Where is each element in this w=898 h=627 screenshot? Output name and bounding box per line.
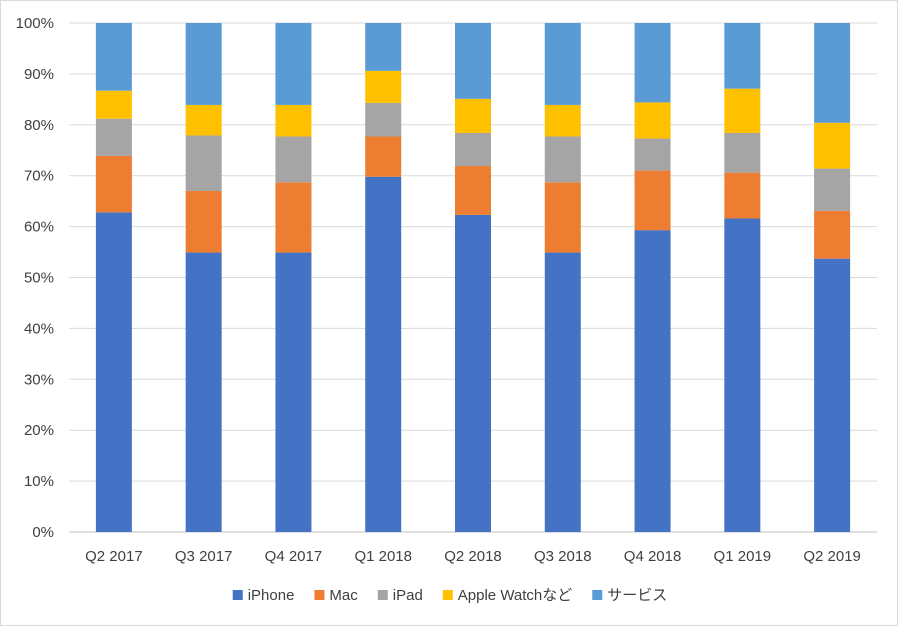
bar-segment <box>365 176 402 532</box>
legend-label: iPad <box>393 587 423 604</box>
legend-item: Apple Watchなど <box>442 587 572 604</box>
x-tick-label: Q3 2018 <box>534 548 592 565</box>
bar-segment <box>185 135 222 191</box>
bar-segment <box>275 252 312 532</box>
bar-segment <box>275 136 312 183</box>
y-tick-label: 80% <box>24 117 54 134</box>
bar-segment <box>634 102 671 139</box>
legend-swatch <box>314 590 325 600</box>
bar-segment <box>365 102 402 137</box>
y-tick-label: 30% <box>24 371 54 388</box>
x-tick-label: Q1 2019 <box>714 548 772 565</box>
bar-segment <box>455 132 491 167</box>
legend-swatch <box>442 590 453 600</box>
legend-swatch <box>592 590 603 600</box>
bar-segment <box>544 182 581 253</box>
x-tick-label: Q4 2018 <box>624 548 682 565</box>
bar-segment <box>455 214 491 532</box>
bar-segment <box>634 170 671 231</box>
bar-segment <box>185 252 222 532</box>
bar-segment <box>275 23 312 105</box>
bar-segment <box>275 182 312 253</box>
bar-segment <box>544 252 581 532</box>
legend-swatch <box>232 590 243 600</box>
bar-segment <box>814 122 851 169</box>
y-tick-label: 90% <box>24 66 54 83</box>
bar-segment <box>724 172 761 219</box>
bar-segment <box>814 210 851 259</box>
bar-segment <box>95 90 132 119</box>
legend-label: サービス <box>607 587 667 604</box>
bar-segment <box>634 230 671 532</box>
bar-segment <box>634 23 671 103</box>
bar-segment <box>185 104 222 136</box>
bar-segment <box>724 23 761 89</box>
bar-segment <box>455 98 491 133</box>
bar-segment <box>544 104 581 137</box>
bar-segment <box>724 88 761 133</box>
bar-segment <box>275 104 312 137</box>
x-tick-label: Q2 2019 <box>803 548 861 565</box>
legend-item: サービス <box>592 587 667 604</box>
y-tick-label: 100% <box>16 15 54 32</box>
y-tick-label: 20% <box>24 422 54 439</box>
bar-segment <box>455 166 491 215</box>
legend-label: Mac <box>329 587 358 604</box>
x-tick-label: Q4 2017 <box>265 548 323 565</box>
y-tick-label: 10% <box>24 473 54 490</box>
legend-item: iPhone <box>232 587 295 604</box>
x-tick-label: Q2 2018 <box>444 548 502 565</box>
bar-segment <box>724 132 761 173</box>
y-tick-label: 60% <box>24 219 54 236</box>
legend-swatch <box>377 590 388 600</box>
bar-segment <box>365 70 402 103</box>
bar-segment <box>185 190 222 253</box>
bar-segment <box>185 23 222 105</box>
bar-segment <box>544 23 581 105</box>
y-tick-label: 0% <box>32 524 54 541</box>
bar-segment <box>95 118 132 156</box>
x-tick-label: Q2 2017 <box>85 548 143 565</box>
bar-segment <box>544 136 581 183</box>
y-tick-label: 50% <box>24 270 54 287</box>
bar-segment <box>95 155 132 213</box>
bar-segment <box>724 218 761 532</box>
y-tick-label: 40% <box>24 320 54 337</box>
bars <box>95 23 851 532</box>
x-tick-label: Q3 2017 <box>175 548 233 565</box>
bar-segment <box>634 138 671 171</box>
bar-segment <box>814 258 851 532</box>
bar-segment <box>365 136 402 177</box>
x-tick-label: Q1 2018 <box>354 548 412 565</box>
bar-segment <box>95 23 132 91</box>
legend-label: iPhone <box>248 587 295 604</box>
legend-label: Apple Watchなど <box>458 587 572 604</box>
bar-segment <box>365 23 402 71</box>
bar-segment <box>814 168 851 211</box>
legend-item: Mac <box>314 587 358 604</box>
axes: 0% 10% 20% 30% 40% 50% 60% 70% 80% 90% 100% Q2 2017… <box>16 15 861 565</box>
legend: iPhone Mac iPad Apple Watchなど サービス <box>232 587 667 604</box>
bar-segment <box>455 23 491 99</box>
y-tick-label: 70% <box>24 168 54 185</box>
bar-segment <box>814 23 851 123</box>
legend-item: iPad <box>377 587 423 604</box>
bar-segment <box>95 212 132 532</box>
